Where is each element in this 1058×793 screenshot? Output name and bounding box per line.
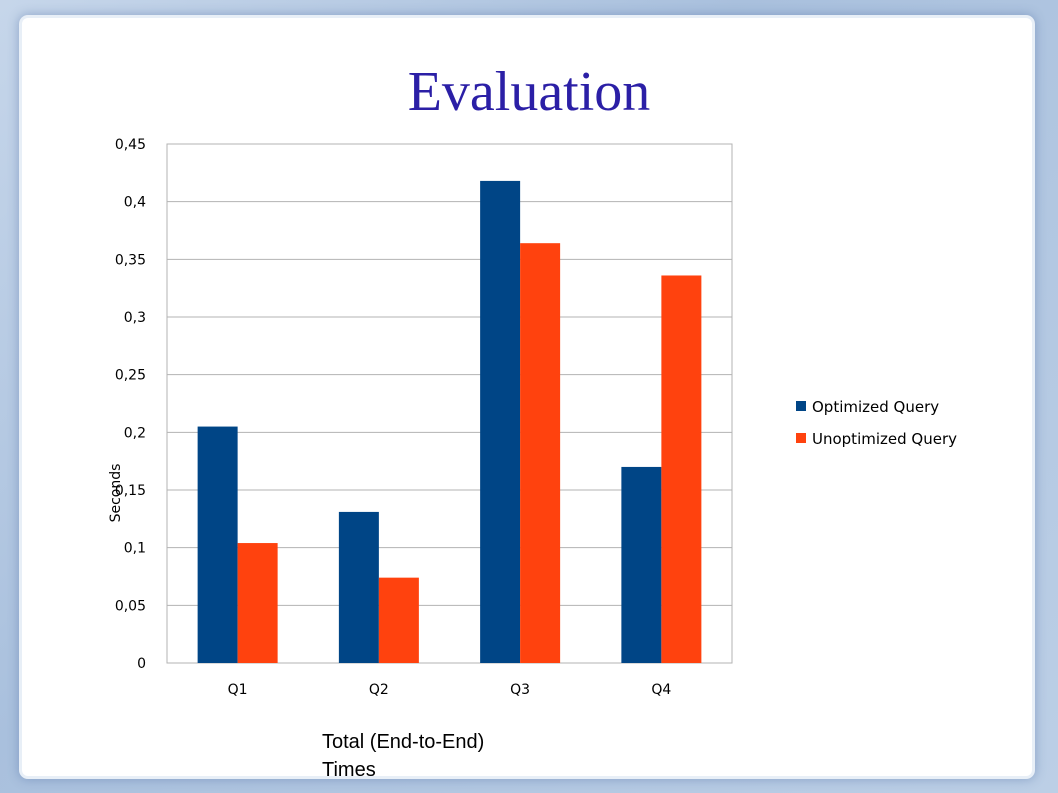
y-tick-label: 0,1 [124,541,146,557]
bar-q3-unoptimized [520,243,561,664]
y-tick-label: 0,35 [115,252,146,268]
x-tick-label: Q4 [651,682,671,698]
y-tick-label: 0,15 [115,483,146,499]
chart-caption: Total (End-to-End) Times [322,728,582,784]
y-tick-label: 0 [137,656,146,672]
bar-q1-unoptimized [237,543,278,663]
bar-q1-optimized [197,426,238,663]
y-tick-label: 0,4 [124,195,146,211]
y-axis-title: Seconds [108,464,124,523]
caption-line-1: Total (End-to-End) [322,731,485,753]
legend-label: Optimized Query [812,398,939,416]
y-tick-label: 0,2 [124,425,146,441]
x-tick-label: Q3 [510,682,530,698]
legend-swatch [796,433,806,443]
legend-swatch [796,401,806,411]
bar-q3-optimized [480,180,521,663]
bar-q2-unoptimized [378,577,419,663]
y-tick-label: 0,05 [115,598,146,614]
y-tick-label: 0,3 [124,310,146,326]
y-tick-label: 0,25 [115,368,146,384]
bar-q4-unoptimized [661,275,702,663]
x-tick-label: Q2 [369,682,389,698]
y-tick-label: 0,45 [115,137,146,153]
x-tick-label: Q1 [228,682,248,698]
caption-line-2: Times [322,759,376,781]
bar-q2-optimized [338,511,379,663]
slide-title: Evaluation [407,61,651,123]
bar-q4-optimized [621,466,662,663]
legend-label: Unoptimized Query [812,430,957,448]
